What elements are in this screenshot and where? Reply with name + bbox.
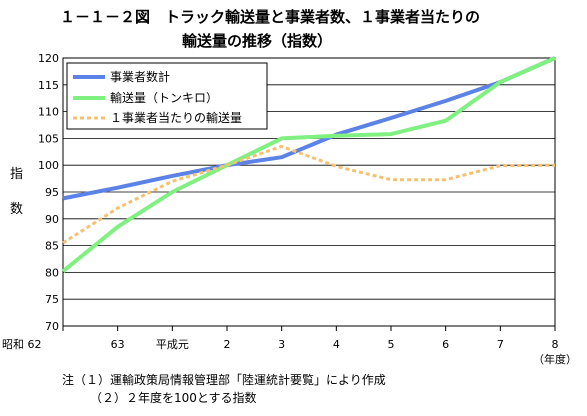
gridlines — [63, 84, 555, 300]
x-tick-label: 63 — [111, 338, 125, 351]
x-tick-label: 3 — [278, 338, 285, 351]
note-2: （２）２年度を100とする指数 — [90, 390, 257, 405]
y-tick-label: 120 — [38, 52, 59, 65]
series-line-1 — [61, 56, 556, 273]
y-tick-label: 105 — [38, 132, 59, 145]
x-tick-label: 8 — [552, 338, 559, 351]
chart-title-line1: １－１－２図 トラック輸送量と事業者数、１事業者当たりの — [60, 8, 480, 26]
y-axis-label-1: 指 — [10, 167, 23, 182]
y-tick-label: 70 — [45, 320, 59, 333]
y-tick-label: 75 — [45, 293, 59, 306]
y-tick-labels: 70 75 80 85 90 95 100 105 110 115 120 — [38, 52, 59, 333]
x-tick-label: 5 — [388, 338, 395, 351]
x-tick-label: 4 — [333, 338, 340, 351]
x-tick-label: 6 — [442, 338, 449, 351]
x-tick-label: 平成元 — [156, 338, 189, 351]
legend: 事業者数計 輸送量（トンキロ） １事業者当たりの輸送量 — [66, 62, 268, 130]
plot-area — [62, 57, 556, 327]
legend-label-0: 事業者数計 — [110, 69, 170, 84]
chart-title-line2: 輸送量の推移（指数） — [182, 32, 332, 50]
y-tick-label: 80 — [45, 266, 59, 279]
x-tick-label: 昭和 62 — [2, 338, 42, 351]
x-tick-labels: 昭和 62 63 平成元 2 3 4 5 6 7 8 — [2, 326, 559, 351]
y-tick-label: 95 — [45, 186, 59, 199]
legend-label-2: １事業者当たりの輸送量 — [110, 110, 242, 125]
y-tick-label: 115 — [38, 79, 59, 92]
series-line-0 — [62, 56, 556, 201]
y-tick-label: 110 — [38, 106, 59, 119]
x-tick-label: 7 — [497, 338, 504, 351]
note-1: 注（１）運輸政策局情報管理部「陸運統計要覧」により作成 — [62, 372, 386, 387]
x-axis-unit-label: （年度） — [533, 352, 577, 366]
x-tick-label: 2 — [224, 338, 231, 351]
y-axis-label-2: 数 — [10, 202, 23, 217]
y-tick-label: 90 — [45, 213, 59, 226]
series-lines — [61, 56, 556, 273]
legend-label-1: 輸送量（トンキロ） — [110, 90, 218, 105]
y-tick-label: 100 — [38, 159, 59, 172]
y-tick-label: 85 — [45, 240, 59, 253]
series-line-2 — [62, 144, 556, 245]
